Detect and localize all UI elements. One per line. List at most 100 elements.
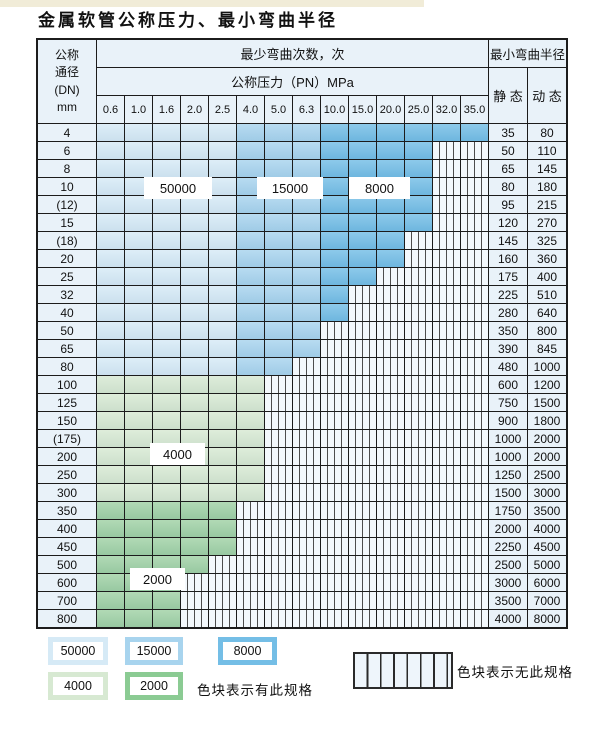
spec-cell	[125, 160, 152, 177]
spec-cell	[153, 376, 180, 393]
dynamic-radius-cell: 2000	[528, 448, 566, 465]
spec-cell	[181, 394, 208, 411]
no-spec-cell	[265, 610, 292, 627]
no-spec-cell	[433, 412, 460, 429]
spec-cell	[293, 232, 320, 249]
no-spec-cell	[349, 538, 376, 555]
no-spec-cell	[293, 412, 320, 429]
dynamic-radius-cell: 1500	[528, 394, 566, 411]
spec-cell	[153, 538, 180, 555]
no-spec-cell	[377, 412, 404, 429]
static-radius-cell: 80	[489, 178, 527, 195]
legend-item-2000: 2000	[125, 672, 183, 700]
spec-cell	[209, 142, 236, 159]
static-radius-cell: 50	[489, 142, 527, 159]
no-spec-cell	[377, 466, 404, 483]
no-spec-cell	[349, 412, 376, 429]
no-spec-cell	[461, 214, 488, 231]
spec-cell	[125, 358, 152, 375]
spec-cell	[181, 520, 208, 537]
no-spec-cell	[349, 304, 376, 321]
no-spec-cell	[349, 466, 376, 483]
spec-cell	[209, 520, 236, 537]
spec-cell	[125, 232, 152, 249]
no-spec-cell	[433, 304, 460, 321]
spec-cell	[265, 160, 292, 177]
static-radius-cell: 95	[489, 196, 527, 213]
header-nominal-pressure: 公称压力（PN）MPa	[97, 68, 488, 95]
no-spec-cell	[293, 358, 320, 375]
spec-cell	[125, 484, 152, 501]
no-spec-cell	[237, 574, 264, 591]
header-static: 静 态	[489, 68, 527, 123]
no-spec-cell	[265, 520, 292, 537]
spec-cell	[125, 196, 152, 213]
dynamic-radius-cell: 1200	[528, 376, 566, 393]
no-spec-cell	[405, 574, 432, 591]
pressure-tick: 6.3	[293, 96, 320, 123]
no-spec-cell	[433, 142, 460, 159]
spec-cell	[125, 538, 152, 555]
no-spec-cell	[405, 340, 432, 357]
spec-cell	[321, 124, 348, 141]
spec-cell	[181, 430, 208, 447]
no-spec-cell	[293, 574, 320, 591]
page-title: 金属软管公称压力、最小弯曲半径	[38, 11, 338, 31]
spec-cell	[405, 214, 432, 231]
static-radius-cell: 1000	[489, 430, 527, 447]
spec-cell	[293, 322, 320, 339]
dynamic-radius-cell: 2000	[528, 430, 566, 447]
spec-cell	[97, 592, 124, 609]
spec-cell	[153, 394, 180, 411]
pressure-tick: 15.0	[349, 96, 376, 123]
spec-cell	[153, 304, 180, 321]
spec-cell	[237, 358, 264, 375]
dynamic-radius-cell: 7000	[528, 592, 566, 609]
static-radius-cell: 65	[489, 160, 527, 177]
dn-cell: 15	[38, 214, 96, 231]
spec-cell	[125, 340, 152, 357]
no-spec-cell	[321, 592, 348, 609]
spec-cell	[209, 358, 236, 375]
spec-cell	[377, 160, 404, 177]
spec-cell	[237, 448, 264, 465]
header-dn: 公称 通径 (DN) mm	[38, 40, 96, 123]
spec-cell	[97, 196, 124, 213]
spec-cell	[293, 250, 320, 267]
spec-cell	[349, 214, 376, 231]
no-spec-cell	[349, 610, 376, 627]
no-spec-cell	[265, 592, 292, 609]
no-spec-cell	[377, 268, 404, 285]
no-spec-cell	[321, 448, 348, 465]
no-spec-cell	[377, 286, 404, 303]
static-radius-cell: 900	[489, 412, 527, 429]
no-spec-cell	[237, 520, 264, 537]
no-spec-cell	[433, 358, 460, 375]
spec-cell	[97, 538, 124, 555]
no-spec-cell	[461, 610, 488, 627]
spec-cell	[237, 214, 264, 231]
spec-cell	[349, 142, 376, 159]
spec-cell	[265, 340, 292, 357]
spec-cell	[209, 232, 236, 249]
spec-cell	[237, 340, 264, 357]
no-spec-cell	[321, 394, 348, 411]
spec-cell	[181, 214, 208, 231]
no-spec-cell	[349, 358, 376, 375]
dn-cell: (18)	[38, 232, 96, 249]
static-radius-cell: 390	[489, 340, 527, 357]
no-spec-cell	[237, 610, 264, 627]
no-spec-cell	[405, 376, 432, 393]
pressure-tick: 25.0	[405, 96, 432, 123]
dn-cell: 200	[38, 448, 96, 465]
dynamic-radius-cell: 270	[528, 214, 566, 231]
spec-cell	[237, 250, 264, 267]
spec-cell	[97, 214, 124, 231]
spec-cell	[97, 232, 124, 249]
spec-cell	[181, 196, 208, 213]
spec-cell	[97, 268, 124, 285]
spec-cell	[153, 520, 180, 537]
no-spec-cell	[433, 178, 460, 195]
spec-cell	[153, 232, 180, 249]
